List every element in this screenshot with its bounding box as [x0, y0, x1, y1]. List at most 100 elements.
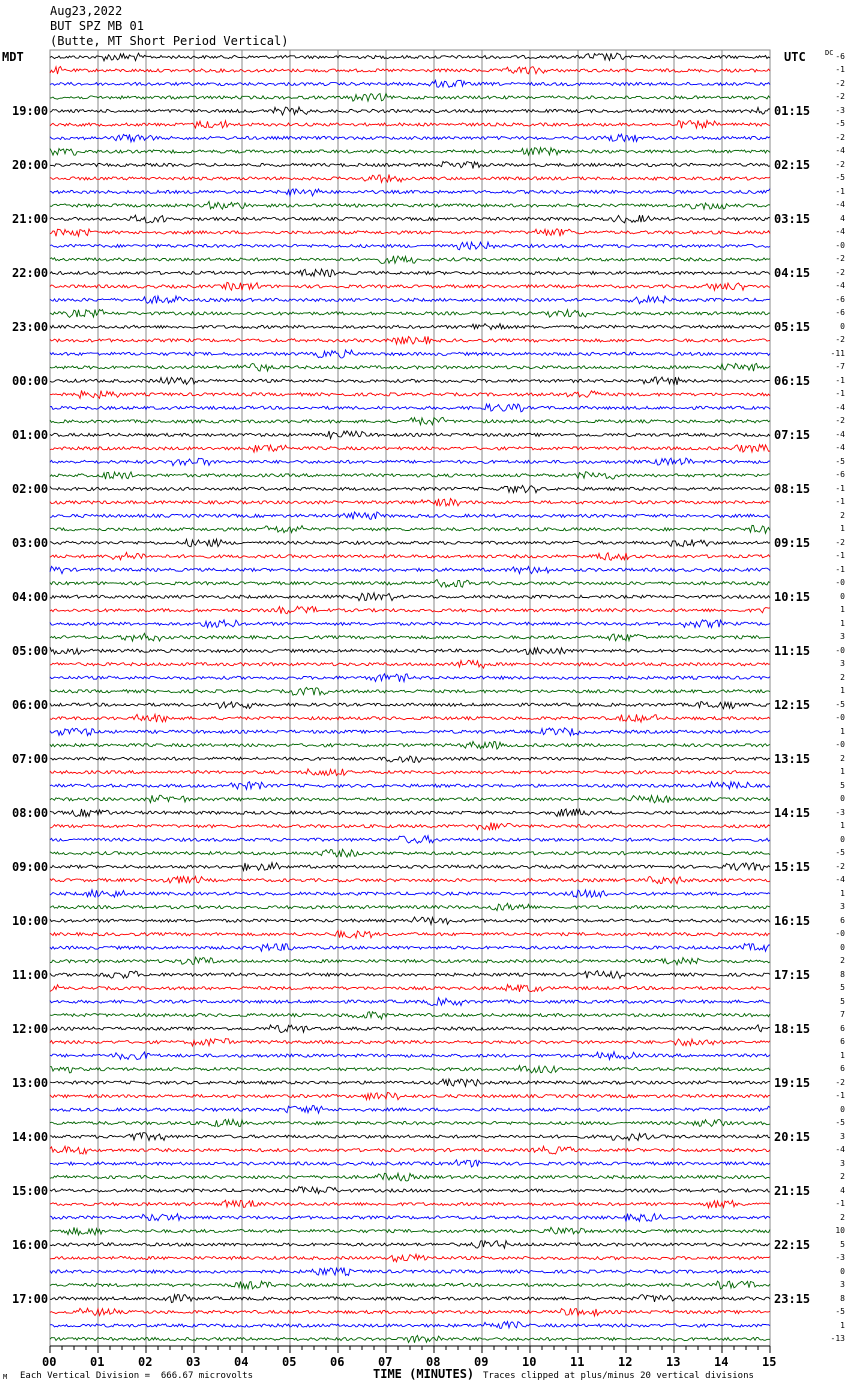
seismic-trace: [49, 658, 771, 670]
left-hour-label: 19:00: [12, 103, 49, 118]
seismic-trace: [49, 187, 771, 198]
x-tick-label: 07: [378, 1355, 393, 1369]
seismic-trace: [49, 240, 771, 251]
right-hour-label: 04:15: [774, 265, 811, 280]
seismic-trace: [49, 497, 771, 508]
right-hour-label: 15:15: [774, 859, 811, 874]
dc-offset-value: -1: [835, 1091, 845, 1101]
seismic-trace: [49, 1131, 771, 1142]
x-tick-label: 15: [762, 1355, 777, 1369]
seismic-trace: [49, 227, 771, 238]
seismic-trace: [49, 1279, 771, 1291]
seismic-trace: [49, 915, 771, 927]
dc-offset-value: 0: [840, 834, 845, 844]
left-hour-label: 06:00: [12, 697, 49, 712]
seismic-trace: [49, 174, 771, 185]
dc-offset-value: 0: [840, 321, 845, 331]
seismic-trace: [49, 1010, 771, 1021]
dc-offset-value: -0: [835, 740, 845, 750]
dc-offset-value: -1: [835, 186, 845, 196]
seismic-trace: [49, 712, 771, 724]
right-hour-label: 03:15: [774, 211, 811, 226]
seismic-trace: [49, 686, 771, 697]
seismic-trace: [49, 470, 770, 480]
right-hour-label: 21:15: [774, 1183, 811, 1198]
x-tick-label: 02: [138, 1355, 153, 1369]
right-hour-label: 23:15: [774, 1291, 811, 1306]
dc-offset-value: -13: [830, 1334, 845, 1343]
station-description: (Butte, MT Short Period Vertical): [50, 34, 289, 48]
left-hour-label: 16:00: [12, 1237, 49, 1252]
x-tick-label: 04: [234, 1355, 249, 1369]
dc-offset-value: -3: [835, 105, 845, 115]
seismic-trace: [49, 65, 771, 75]
seismic-trace: [49, 1144, 771, 1156]
right-hour-label: 08:15: [774, 481, 811, 496]
right-hour-label: 12:15: [774, 697, 811, 712]
dc-offset-value: 0: [840, 794, 845, 804]
seismic-trace: [49, 860, 771, 873]
left-hour-label: 20:00: [12, 157, 49, 172]
seismic-trace: [49, 740, 771, 751]
dc-offset-value: -4: [835, 1145, 845, 1155]
dc-offset-value: -1: [835, 389, 845, 399]
right-hour-label: 16:15: [774, 913, 811, 928]
dc-offset-value: -0: [835, 645, 845, 655]
dc-offset-value: 2: [840, 672, 845, 682]
seismic-trace: [49, 281, 771, 293]
seismic-trace: [49, 822, 771, 832]
left-hour-label: 00:00: [12, 373, 49, 388]
seismic-trace: [49, 1226, 771, 1237]
dc-offset-value: 7: [840, 1010, 845, 1020]
seismic-trace: [49, 430, 771, 441]
dc-offset-value: -1: [835, 564, 845, 574]
seismic-trace: [49, 1185, 771, 1195]
dc-offset-value: 2: [840, 956, 845, 966]
scale-note: Each Vertical Division = 666.67 microvol…: [20, 1371, 253, 1381]
dc-offset-value: -5: [835, 1307, 845, 1316]
right-hour-label: 10:15: [774, 589, 811, 604]
seismic-trace: [49, 416, 771, 427]
dc-offset-value: 1: [840, 888, 845, 898]
seismic-trace: [49, 1091, 771, 1102]
seismic-trace: [49, 78, 771, 89]
dc-offset-value: -5: [835, 119, 845, 129]
dc-offset-value: -5: [835, 456, 845, 466]
dc-offset-value: 1: [840, 1320, 845, 1330]
seismic-trace: [49, 213, 771, 224]
dc-offset-value: -2: [835, 1077, 845, 1087]
dc-offset-value: -2: [835, 537, 845, 547]
seismic-trace: [49, 322, 771, 331]
right-hour-label: 22:15: [774, 1237, 811, 1252]
seismic-trace: [49, 118, 771, 130]
dc-offset-value: 3: [840, 902, 845, 912]
seismic-trace: [49, 996, 771, 1007]
right-hour-label: 14:15: [774, 805, 811, 820]
seismic-trace: [49, 200, 771, 211]
dc-offset-value: 6: [840, 1064, 845, 1074]
dc-offset-value: -1: [835, 1199, 845, 1209]
dc-offset-value: 3: [840, 659, 845, 669]
dc-offset-value: -1: [835, 497, 845, 507]
seismic-trace: [49, 1023, 771, 1034]
left-hour-label: 10:00: [12, 913, 49, 928]
seismic-trace: [49, 145, 771, 157]
dc-offset-value: 6: [840, 1023, 845, 1033]
seismic-trace: [49, 807, 771, 819]
dc-offset-value: -1: [835, 483, 845, 493]
seismic-trace: [49, 767, 771, 777]
seismic-trace: [49, 376, 771, 387]
x-tick-label: 01: [90, 1355, 105, 1369]
dc-offset-value: -4: [835, 227, 845, 237]
dc-offset-value: 5: [840, 996, 845, 1006]
left-hour-label: 01:00: [12, 427, 49, 442]
seismic-trace: [49, 160, 771, 169]
dc-offset-value: 0: [840, 942, 845, 952]
dc-offset-value: 2: [840, 510, 845, 520]
left-hour-label: 15:00: [12, 1183, 49, 1198]
dc-offset-value: -6: [835, 308, 845, 318]
seismic-trace: [49, 362, 771, 373]
right-hour-label: 09:15: [774, 535, 811, 550]
seismic-trace: [49, 834, 771, 845]
seismic-trace: [49, 254, 771, 265]
